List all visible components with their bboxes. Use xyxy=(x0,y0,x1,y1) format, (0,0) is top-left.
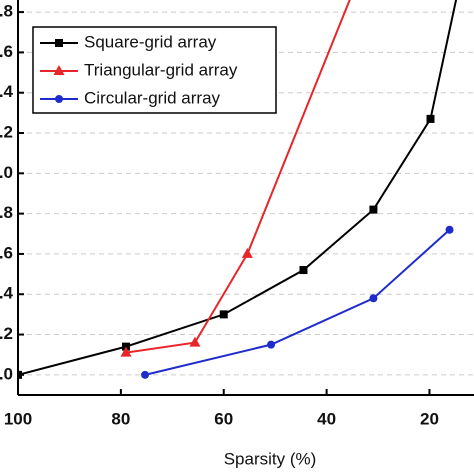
y-tick-label: 1.6 xyxy=(0,243,13,262)
y-tick-label: 2.4 xyxy=(0,82,14,101)
series-line xyxy=(144,229,451,376)
y-tick-label: 2.2 xyxy=(0,122,13,141)
marker xyxy=(53,65,65,75)
y-tick-label: 1.8 xyxy=(0,203,13,222)
marker xyxy=(241,247,253,258)
y-tick-label: 2.0 xyxy=(0,163,13,182)
y-tick-label: 2.6 xyxy=(0,42,13,61)
marker xyxy=(55,95,63,103)
series-line xyxy=(125,0,351,354)
y-tick-label: 1.0 xyxy=(0,364,13,383)
x-tick-label: 80 xyxy=(111,409,130,428)
marker xyxy=(120,346,132,357)
marker xyxy=(141,370,150,379)
y-tick-label: 2.8 xyxy=(0,2,13,21)
x-tick-label: 20 xyxy=(420,409,439,428)
marker xyxy=(219,310,228,319)
y-tick-label: 1.4 xyxy=(0,284,14,303)
marker xyxy=(369,205,378,214)
legend-entries: Square-grid array Triangular-grid array Ci… xyxy=(40,32,238,107)
marker xyxy=(369,294,378,303)
marker xyxy=(55,39,63,47)
marker xyxy=(445,225,454,234)
legend-label: Triangular-grid array xyxy=(84,60,238,79)
legend-label: Circular-grid array xyxy=(84,88,221,107)
y-tick-label: 1.2 xyxy=(0,324,13,343)
x-tick-label: 100 xyxy=(4,409,32,428)
marker xyxy=(122,342,131,351)
legend-label: Square-grid array xyxy=(84,32,217,51)
x-tick-label: 60 xyxy=(214,409,233,428)
marker xyxy=(267,340,276,349)
x-axis-label: Sparsity (%) xyxy=(224,449,317,468)
marker xyxy=(299,266,308,275)
marker xyxy=(189,336,201,347)
x-tick-label: 40 xyxy=(317,409,336,428)
marker xyxy=(426,114,435,123)
